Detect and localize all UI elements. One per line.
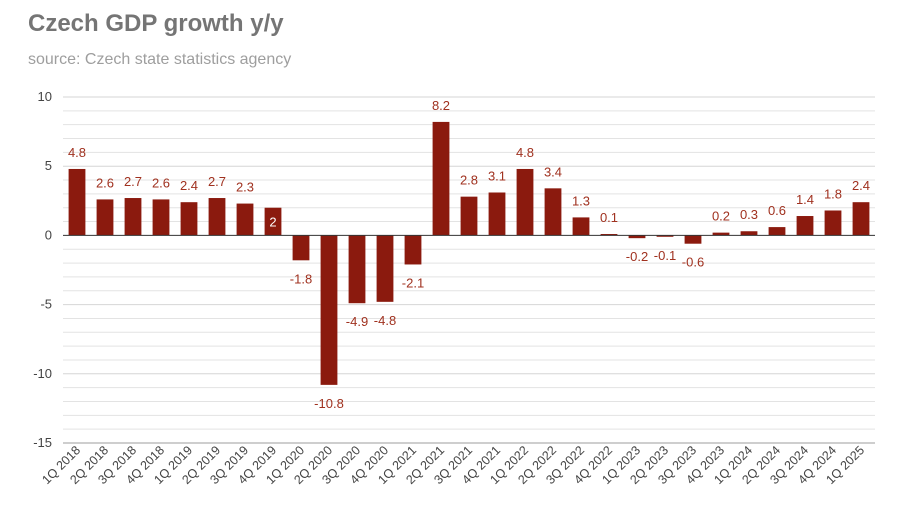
bar-2q-2019 xyxy=(208,198,226,236)
data-label: 2 xyxy=(269,215,276,230)
bar-2q-2021 xyxy=(432,121,450,236)
data-label: 4.8 xyxy=(68,145,86,160)
chart-title: Czech GDP growth y/y xyxy=(28,10,284,37)
bar-3q-2022 xyxy=(572,217,590,236)
zero-axis xyxy=(63,234,875,444)
data-label: -4.8 xyxy=(374,313,396,328)
data-label: 0.2 xyxy=(712,209,730,224)
data-label: -1.8 xyxy=(290,271,312,286)
data-label: -4.9 xyxy=(346,314,368,329)
chart-subtitle: source: Czech state statistics agency xyxy=(28,51,292,68)
bar-3q-2019 xyxy=(236,203,254,236)
bar-2q-2024 xyxy=(768,227,786,236)
data-label: 2.3 xyxy=(236,180,254,195)
bar-1q-2018 xyxy=(68,168,86,236)
bar-4q-2018 xyxy=(152,199,170,236)
data-label: -0.1 xyxy=(654,248,676,263)
bar-3q-2021 xyxy=(460,196,478,236)
data-label: 2.7 xyxy=(124,174,142,189)
data-label: 1.8 xyxy=(824,186,842,201)
bar-2q-2022 xyxy=(544,188,562,236)
y-tick-label: -15 xyxy=(33,435,52,450)
bar-2q-2018 xyxy=(96,199,114,236)
bar-1q-2022 xyxy=(516,168,534,236)
y-tick-label: -10 xyxy=(33,366,52,381)
bar-1q-2025 xyxy=(852,202,870,236)
gridlines xyxy=(63,96,875,444)
data-label: 2.6 xyxy=(96,175,114,190)
bar-4q-2020 xyxy=(376,235,394,302)
data-label: -10.8 xyxy=(314,396,344,411)
data-label: 2.7 xyxy=(208,174,226,189)
bar-4q-2022 xyxy=(600,234,618,236)
y-tick-label: 0 xyxy=(45,227,52,242)
data-label: 2.8 xyxy=(460,173,478,188)
data-label: 1.4 xyxy=(796,192,814,207)
data-label: 0.3 xyxy=(740,207,758,222)
y-tick-label: -5 xyxy=(40,297,52,312)
data-label: -0.6 xyxy=(682,255,704,270)
data-label: -2.1 xyxy=(402,275,424,290)
bar-3q-2023 xyxy=(684,235,702,244)
bar-4q-2023 xyxy=(712,232,730,236)
y-tick-label: 10 xyxy=(38,89,52,104)
bar-1q-2023 xyxy=(628,235,646,239)
bars xyxy=(68,121,870,385)
data-label: 4.8 xyxy=(516,145,534,160)
y-tick-label: 5 xyxy=(45,158,52,173)
data-label: 1.3 xyxy=(572,193,590,208)
bar-2q-2023 xyxy=(656,235,674,237)
data-label: 2.4 xyxy=(852,178,870,193)
bar-1q-2020 xyxy=(292,235,310,261)
bar-3q-2020 xyxy=(348,235,366,304)
bar-1q-2024 xyxy=(740,231,758,236)
bar-2q-2020 xyxy=(320,235,338,385)
data-label: 8.2 xyxy=(432,98,450,113)
data-label: -0.2 xyxy=(626,249,648,264)
data-label: 3.1 xyxy=(488,168,506,183)
data-label: 0.1 xyxy=(600,210,618,225)
data-label: 2.4 xyxy=(180,178,198,193)
data-label: 2.6 xyxy=(152,175,170,190)
bar-3q-2018 xyxy=(124,198,142,236)
data-label: 0.6 xyxy=(768,203,786,218)
data-labels: 4.8 2.6 2.7 2.6 2.4 2.7 2.3 2 -1.8 -10.8 -4.9 -4.8 -… xyxy=(68,98,870,411)
bar-3q-2024 xyxy=(796,216,814,236)
bar-4q-2024 xyxy=(824,210,842,236)
bar-4q-2021 xyxy=(488,192,506,236)
bar-1q-2021 xyxy=(404,235,422,265)
data-label: 3.4 xyxy=(544,164,562,179)
y-axis-ticks: 10 5 0 -5 -10 -15 xyxy=(33,89,52,450)
bar-1q-2019 xyxy=(180,202,198,236)
bar-4q-2019 xyxy=(264,207,282,236)
